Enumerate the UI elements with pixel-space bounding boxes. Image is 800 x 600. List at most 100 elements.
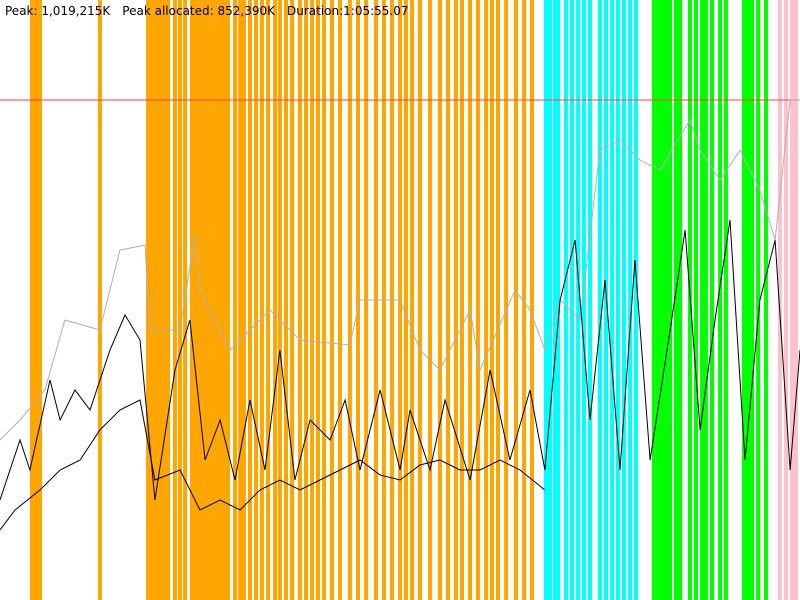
- gc-event: [189, 0, 194, 600]
- gc-event: [790, 0, 795, 600]
- gc-event: [403, 0, 408, 600]
- gc-event: [290, 0, 295, 600]
- gc-event: [660, 0, 665, 600]
- gc-event: [218, 0, 223, 600]
- gc-event: [678, 0, 683, 600]
- gc-event: [529, 0, 534, 600]
- gc-event: [694, 0, 699, 600]
- gc-event: [347, 0, 352, 600]
- gc-event: [34, 0, 39, 600]
- gc-event: [446, 0, 451, 600]
- gc-event: [459, 0, 464, 600]
- series-line: [0, 399, 546, 531]
- gc-event: [664, 0, 669, 600]
- gc-event: [756, 0, 761, 600]
- gc-event: [202, 0, 207, 600]
- gc-event: [543, 0, 548, 600]
- stats-bar: Peak: 1,019,215K Peak allocated: 852,390…: [5, 4, 409, 18]
- gc-event: [588, 0, 593, 600]
- gc-event: [513, 0, 518, 600]
- gc-event: [284, 0, 289, 600]
- gc-event: [38, 0, 43, 600]
- gc-event: [238, 0, 243, 600]
- gc-event: [655, 0, 660, 600]
- gc-event: [338, 0, 343, 600]
- gc-event: [410, 0, 415, 600]
- gc-event: [484, 0, 489, 600]
- gc-event: [221, 0, 226, 600]
- gc-event: [581, 0, 586, 600]
- gc-event: [777, 0, 782, 600]
- gc-event: [468, 0, 473, 600]
- gc-event: [254, 0, 259, 600]
- gc-event: [304, 0, 309, 600]
- gc-event: [700, 0, 705, 600]
- gc-event: [633, 0, 638, 600]
- gc-event: [97, 0, 102, 600]
- gc-event: [553, 0, 558, 600]
- gc-event: [475, 0, 480, 600]
- gc-event: [157, 0, 162, 600]
- gc-event: [563, 0, 568, 600]
- series-line: [0, 220, 800, 501]
- gc-event: [310, 0, 315, 600]
- gc-event: [673, 0, 678, 600]
- gc-event: [209, 0, 214, 600]
- gc-event: [651, 0, 656, 600]
- gc-event: [504, 0, 509, 600]
- gc-event: [153, 0, 158, 600]
- gc-event: [576, 0, 581, 600]
- gc-event: [597, 0, 602, 600]
- gc-event: [610, 0, 615, 600]
- gc-event: [489, 0, 494, 600]
- gc-event: [259, 0, 264, 600]
- gc-event: [793, 0, 798, 600]
- gc-event: [172, 0, 177, 600]
- gc-event: [547, 0, 552, 600]
- gc-event: [764, 0, 769, 600]
- gc-event: [746, 0, 751, 600]
- gc-event: [315, 0, 320, 600]
- stat: Peak allocated: 852,390K: [122, 4, 275, 18]
- gc-event: [718, 0, 723, 600]
- gc-event: [437, 0, 442, 600]
- gc-event: [615, 0, 620, 600]
- gc-event: [248, 0, 253, 600]
- gc-event: [604, 0, 609, 600]
- gc-event: [166, 0, 171, 600]
- gc-event: [628, 0, 633, 600]
- gc-event: [198, 0, 203, 600]
- stat: Peak: 1,019,215K: [5, 4, 111, 18]
- gc-event: [356, 0, 361, 600]
- gc-event: [723, 0, 728, 600]
- gc-event: [709, 0, 714, 600]
- gc-event: [273, 0, 278, 600]
- gc-event: [225, 0, 230, 600]
- gc-event: [622, 0, 627, 600]
- gc-event: [750, 0, 755, 600]
- stat: Duration:1:05:55.07: [286, 4, 409, 18]
- gc-event: [214, 0, 219, 600]
- series-line: [0, 99, 800, 441]
- gc-event: [703, 0, 708, 600]
- gc-event: [428, 0, 433, 600]
- gc-event: [233, 0, 238, 600]
- gc-event: [570, 0, 575, 600]
- gc-event: [205, 0, 210, 600]
- gc-event: [556, 0, 561, 600]
- gc-event: [784, 0, 789, 600]
- gc-event: [417, 0, 422, 600]
- gc-event: [668, 0, 673, 600]
- gc-event: [322, 0, 327, 600]
- gc-event: [178, 0, 183, 600]
- gc-event: [29, 0, 34, 600]
- gc-event: [194, 0, 199, 600]
- gc-event: [741, 0, 746, 600]
- gc-event: [329, 0, 334, 600]
- gc-event: [522, 0, 527, 600]
- gc-event: [453, 0, 458, 600]
- gc-event: [241, 0, 246, 600]
- gc-event: [495, 0, 500, 600]
